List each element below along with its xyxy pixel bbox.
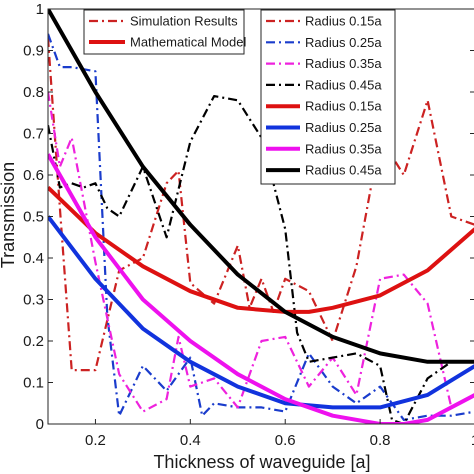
series-layer <box>48 9 474 424</box>
legend-label: Radius 0.35a <box>305 56 382 71</box>
model-series-radius-0-45a <box>48 9 474 364</box>
legend-label: Radius 0.35a <box>305 141 382 156</box>
y-tick-label: 0.4 <box>23 250 44 267</box>
legend-box <box>83 9 245 55</box>
y-tick-label: 0 <box>36 416 44 433</box>
legend-label: Mathematical Model <box>130 35 246 50</box>
y-tick-label: 0.9 <box>23 43 44 60</box>
y-axis-label: Transmission <box>0 162 18 268</box>
x-tick-label: 0.8 <box>370 432 391 449</box>
y-tick-label: 0.5 <box>23 209 44 226</box>
x-tick-label: 0.2 <box>85 432 106 449</box>
y-tick-label: 0.8 <box>23 84 44 101</box>
y-tick-label: 0.7 <box>23 126 44 143</box>
ticks-layer: 0.2 0.4 0.6 0.8 1 0 0.1 0.2 0.3 0.4 0.5 0.6 0.7 0.8 0.… <box>23 1 474 449</box>
y-tick-label: 0.1 <box>23 375 44 392</box>
legend-radius: Radius 0.15a Radius 0.25a Radius 0.35a Radi… <box>260 9 396 185</box>
legend-label: Radius 0.25a <box>305 35 382 50</box>
legend-label: Simulation Results <box>130 14 238 29</box>
y-tick-label: 0.3 <box>23 292 44 309</box>
legend-label: Radius 0.25a <box>305 120 382 135</box>
legend-label: Radius 0.45a <box>305 163 382 178</box>
x-tick-label: 0.4 <box>180 432 201 449</box>
y-tick-label: 0.6 <box>23 167 44 184</box>
y-tick-label: 1 <box>36 1 44 18</box>
legend-box <box>260 9 396 185</box>
x-axis-label: Thickness of waveguide [a] <box>153 452 370 472</box>
model-series-radius-0-25a <box>48 215 474 410</box>
legend-label: Radius 0.45a <box>305 77 382 92</box>
simulation-series-radius-0-45a <box>48 94 474 424</box>
simulation-series-radius-0-35a <box>48 91 474 413</box>
legend-label: Radius 0.15a <box>305 14 382 29</box>
y-tick-label: 0.2 <box>23 333 44 350</box>
x-tick-label: 0.6 <box>275 432 296 449</box>
legend-label: Radius 0.15a <box>305 99 382 114</box>
model-series-radius-0-35a <box>48 153 474 424</box>
legend-simulation-vs-model: Simulation Results Mathematical Model <box>83 9 246 55</box>
x-tick-label: 1 <box>471 432 474 449</box>
